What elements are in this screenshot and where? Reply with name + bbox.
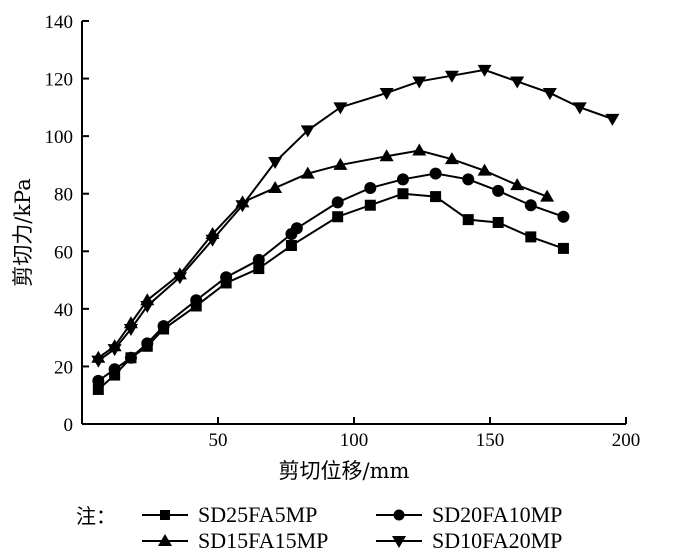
axes — [81, 21, 626, 425]
y-tick-label: 120 — [45, 70, 74, 91]
data-point-triangle-up — [300, 166, 315, 179]
data-point-circle — [331, 196, 344, 209]
data-point-triangle-down — [412, 76, 427, 89]
triangle-up-marker-icon — [142, 534, 188, 546]
data-point-circle — [492, 184, 505, 197]
y-tick-label: 20 — [54, 357, 73, 378]
legend-label: SD10FA20MP — [432, 528, 563, 553]
x-tick-label: 50 — [209, 430, 228, 451]
data-point-triangle-down — [444, 70, 459, 83]
data-point-triangle-down — [542, 87, 557, 100]
data-point-triangle-down — [107, 344, 122, 357]
data-point-triangle-up — [444, 152, 459, 165]
data-point-square — [332, 211, 344, 223]
data-point-triangle-up — [379, 149, 394, 162]
data-point-triangle-down — [605, 113, 620, 126]
data-point-square — [557, 242, 569, 254]
data-point-circle — [462, 173, 475, 186]
legend-label: SD25FA5MP — [198, 502, 318, 527]
legend-label: SD20FA10MP — [432, 502, 563, 527]
data-point-triangle-down — [268, 157, 283, 170]
data-point-triangle-down — [235, 200, 250, 213]
data-point-circle — [124, 351, 137, 364]
data-point-square — [92, 383, 104, 395]
x-axis-title: 剪切位移/mm — [279, 459, 410, 483]
data-point-circle — [108, 363, 121, 376]
legend-item-sd20fa10mp: SD20FA10MP — [374, 502, 562, 528]
y-tick-label: 80 — [54, 185, 73, 206]
data-point-circle — [190, 294, 203, 307]
x-tick-label: 150 — [476, 430, 505, 451]
data-point-triangle-down — [333, 102, 348, 115]
data-point-triangle-down — [477, 64, 492, 77]
data-point-square — [285, 240, 297, 252]
data-point-square — [462, 214, 474, 226]
legend: 注： SD25FA5MP SD20FA10MP SD15FA15MP SD10F… — [76, 498, 676, 558]
data-point-circle — [396, 173, 409, 186]
series-line — [97, 68, 613, 362]
x-tick-label: 100 — [340, 430, 369, 451]
data-point-square — [492, 217, 504, 228]
data-point-circle — [92, 374, 105, 387]
data-point-circle — [524, 199, 537, 212]
y-tick-label: 60 — [54, 242, 73, 263]
data-point-circle — [557, 210, 570, 223]
triangle-down-marker-icon — [376, 536, 422, 548]
data-point-triangle-down — [140, 300, 155, 313]
series-sd10fa20mp — [91, 64, 620, 368]
series-sd20fa10mp — [92, 167, 570, 387]
square-marker-icon — [142, 510, 188, 520]
legend-item-sd25fa5mp: SD25FA5MP — [140, 502, 317, 528]
shear-force-chart: 0 20 40 60 80 100 120 140 50 100 150 200 剪切位移/mm 剪切… — [11, 12, 641, 483]
series-line — [97, 149, 548, 359]
x-tick-label: 200 — [612, 430, 641, 451]
tick-marks: 0 20 40 60 80 100 120 140 50 100 150 200 — [45, 12, 641, 451]
data-point-circle — [290, 222, 303, 235]
data-point-square — [364, 199, 376, 211]
data-point-triangle-up — [510, 178, 525, 191]
data-point-square — [253, 263, 265, 275]
data-point-triangle-down — [172, 272, 187, 285]
data-point-circle — [364, 181, 377, 194]
series-group — [91, 64, 620, 395]
y-tick-label: 100 — [45, 127, 74, 148]
data-point-triangle-up — [477, 163, 492, 176]
data-point-square — [430, 191, 442, 203]
data-point-triangle-down — [379, 87, 394, 100]
data-point-triangle-down — [205, 234, 220, 247]
y-tick-label: 0 — [64, 415, 74, 436]
data-point-circle — [157, 320, 170, 333]
data-point-circle — [429, 167, 442, 180]
data-point-square — [397, 188, 409, 200]
data-point-triangle-up — [540, 189, 555, 202]
data-point-triangle-down — [572, 102, 587, 115]
data-point-triangle-down — [91, 355, 106, 368]
legend-item-sd10fa20mp: SD10FA20MP — [374, 528, 562, 554]
data-point-square — [525, 231, 537, 243]
legend-note: 注： — [76, 504, 116, 528]
data-point-circle — [252, 253, 265, 266]
data-point-triangle-up — [333, 157, 348, 170]
series-line — [97, 172, 564, 382]
data-point-circle — [220, 271, 233, 284]
legend-label: SD15FA15MP — [198, 528, 329, 553]
data-point-triangle-up — [412, 143, 427, 156]
circle-marker-icon — [376, 509, 422, 521]
y-axis-title: 剪切力/kPa — [11, 178, 35, 287]
data-point-triangle-down — [123, 324, 138, 337]
data-point-triangle-down — [510, 76, 525, 89]
legend-item-sd15fa15mp: SD15FA15MP — [140, 528, 328, 554]
data-point-triangle-up — [268, 180, 283, 193]
y-tick-label: 40 — [54, 300, 73, 321]
data-point-triangle-down — [300, 125, 315, 138]
y-tick-label: 140 — [45, 12, 74, 33]
data-point-circle — [141, 337, 154, 350]
